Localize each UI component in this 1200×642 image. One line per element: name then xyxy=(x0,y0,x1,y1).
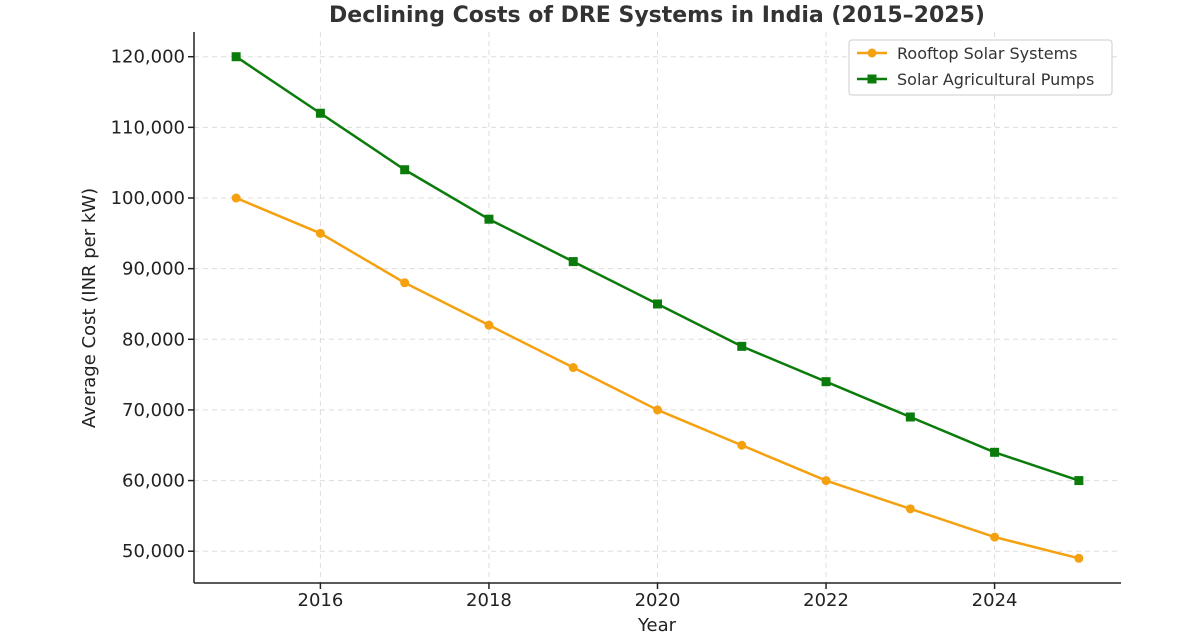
data-point-square xyxy=(653,299,662,309)
legend-item: Solar Agricultural Pumps xyxy=(857,70,1094,89)
data-point-circle xyxy=(484,320,494,330)
legend-marker-circle xyxy=(867,48,877,58)
data-point-square xyxy=(1074,476,1084,486)
x-tick-label: 2024 xyxy=(972,590,1018,611)
y-tick-label: 50,000 xyxy=(122,541,185,562)
y-tick-label: 80,000 xyxy=(122,329,185,350)
legend: Rooftop Solar Systems Solar Agricultural … xyxy=(848,39,1113,96)
tick-labels: 50,000 60,000 70,000 80,000 90,000 100,000 110… xyxy=(111,47,1018,611)
data-point-circle xyxy=(990,532,1000,542)
y-axis-label: Average Cost (INR per kW) xyxy=(79,188,100,428)
x-tick-label: 2020 xyxy=(635,590,681,611)
data-point-circle xyxy=(1074,553,1084,563)
data-point-circle xyxy=(231,193,241,203)
legend-item: Rooftop Solar Systems xyxy=(857,44,1078,63)
data-point-circle xyxy=(905,504,915,514)
legend-label: Rooftop Solar Systems xyxy=(897,44,1078,63)
data-point-square xyxy=(315,108,325,118)
legend-box xyxy=(848,39,1113,96)
legend-marker-square xyxy=(867,74,877,84)
series-1 xyxy=(231,193,1084,563)
legend-label: Solar Agricultural Pumps xyxy=(897,70,1094,89)
data-point-square xyxy=(821,377,831,387)
data-point-circle xyxy=(821,476,831,486)
y-tick-label: 100,000 xyxy=(111,188,185,209)
data-point-square xyxy=(905,412,915,422)
y-tick-label: 70,000 xyxy=(122,400,185,421)
data-point-square xyxy=(231,52,241,62)
chart-title: Declining Costs of DRE Systems in India … xyxy=(329,3,985,28)
grid xyxy=(194,32,1121,583)
data-point-square xyxy=(568,257,578,267)
series-2 xyxy=(231,52,1084,486)
y-tick-label: 90,000 xyxy=(122,259,185,280)
data-point-square xyxy=(990,447,1000,457)
data-point-circle xyxy=(568,363,578,373)
y-tick-label: 110,000 xyxy=(111,117,185,138)
data-point-square xyxy=(484,214,494,224)
data-point-circle xyxy=(400,278,410,288)
data-point-circle xyxy=(737,440,747,450)
y-tick-label: 60,000 xyxy=(122,471,185,492)
x-tick-label: 2022 xyxy=(803,590,849,611)
series-layer xyxy=(231,52,1084,563)
y-tick-label: 120,000 xyxy=(111,47,185,68)
data-point-circle xyxy=(315,228,325,238)
data-point-circle xyxy=(653,405,662,415)
data-point-square xyxy=(400,165,410,175)
x-tick-label: 2018 xyxy=(466,590,512,611)
x-axis-label: Year xyxy=(637,615,677,636)
data-point-square xyxy=(737,341,747,351)
x-tick-label: 2016 xyxy=(298,590,344,611)
